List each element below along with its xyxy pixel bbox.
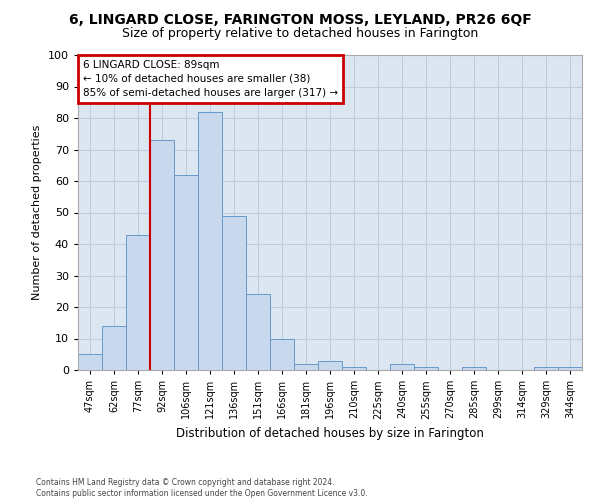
Y-axis label: Number of detached properties: Number of detached properties [32,125,43,300]
Text: 6 LINGARD CLOSE: 89sqm
← 10% of detached houses are smaller (38)
85% of semi-det: 6 LINGARD CLOSE: 89sqm ← 10% of detached… [83,60,338,98]
Bar [150,140,174,370]
Bar [414,367,438,370]
Bar [270,338,294,370]
Bar [534,367,558,370]
Bar [198,112,222,370]
Bar [174,174,198,370]
Bar [294,364,318,370]
Text: Contains HM Land Registry data © Crown copyright and database right 2024.
Contai: Contains HM Land Registry data © Crown c… [36,478,368,498]
Bar [558,367,582,370]
Bar [102,326,126,370]
Text: 6, LINGARD CLOSE, FARINGTON MOSS, LEYLAND, PR26 6QF: 6, LINGARD CLOSE, FARINGTON MOSS, LEYLAN… [68,12,532,26]
X-axis label: Distribution of detached houses by size in Farington: Distribution of detached houses by size … [176,427,484,440]
Bar [390,364,414,370]
Bar [462,367,486,370]
Bar [318,360,342,370]
Bar [342,367,366,370]
Text: Size of property relative to detached houses in Farington: Size of property relative to detached ho… [122,28,478,40]
Bar [78,354,102,370]
Bar [222,216,246,370]
Bar [126,234,150,370]
Bar [246,294,270,370]
